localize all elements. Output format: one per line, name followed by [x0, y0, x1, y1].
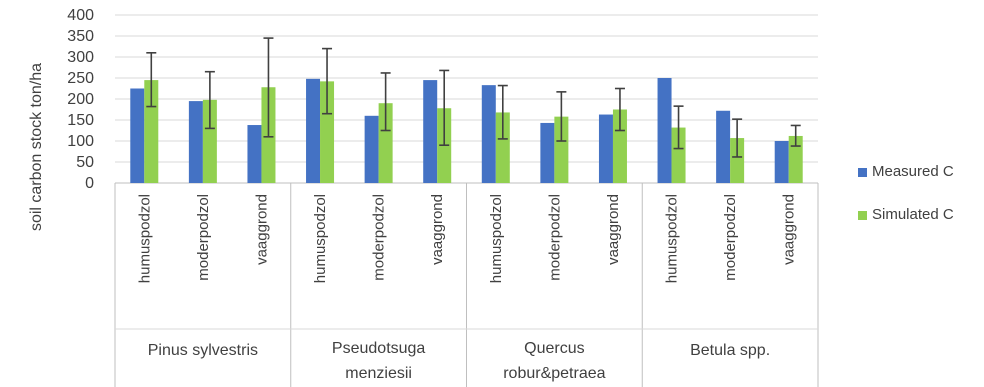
group-label: Pinus sylvestris [148, 342, 258, 359]
group-label: Quercus [524, 340, 584, 357]
bar-simulated [202, 99, 217, 183]
y-tick-label: 200 [67, 91, 94, 108]
bar-simulated [320, 81, 335, 183]
bar-measured [657, 78, 672, 183]
category-label: vaaggrond [781, 194, 798, 265]
group-label: robur&petraea [503, 365, 605, 382]
legend-swatch-simulated [858, 210, 867, 220]
y-axis-label: soil carbon stock ton/ha [28, 63, 45, 231]
y-tick-label: 400 [67, 7, 94, 24]
bar-simulated [671, 127, 686, 183]
bar-simulated [788, 135, 803, 183]
bar-simulated [495, 112, 510, 183]
bar-measured [130, 88, 145, 183]
category-label: vaaggrond [253, 194, 270, 265]
bar-measured [481, 85, 496, 183]
bar-measured [716, 110, 731, 183]
legend-simulated: Simulated C [858, 206, 954, 223]
category-label: moderpodzol [546, 194, 563, 281]
gridlines [115, 14, 818, 184]
bar-measured [540, 122, 555, 183]
category-label: vaaggrond [605, 194, 622, 265]
bar-measured [774, 141, 789, 183]
legend-swatch-measured [858, 167, 867, 177]
category-label: humuspodzol [312, 194, 329, 283]
category-axis: humuspodzol moderpodzol vaaggrond humuspodz… [114, 183, 819, 387]
category-label: humuspodzol [136, 194, 153, 283]
y-tick-labels: 0 50 100 150 200 250 300 350 400 [67, 7, 94, 192]
bar-measured [364, 115, 379, 183]
bar-simulated [730, 138, 745, 183]
category-label: moderpodzol [195, 194, 212, 281]
bar-simulated [554, 116, 569, 183]
y-tick-label: 250 [67, 70, 94, 87]
bar-simulated [378, 103, 393, 183]
group-label: Pseudotsuga [332, 340, 426, 357]
y-tick-label: 350 [67, 28, 94, 45]
bars [130, 78, 803, 183]
bar-simulated [612, 109, 627, 183]
bar-measured [306, 78, 321, 183]
y-tick-label: 50 [76, 154, 94, 171]
category-label: moderpodzol [722, 194, 739, 281]
y-tick-label: 150 [67, 112, 94, 129]
y-tick-label: 100 [67, 133, 94, 150]
category-label: humuspodzol [488, 194, 505, 283]
legend-measured: Measured C [858, 163, 954, 180]
y-tick-label: 0 [85, 175, 94, 192]
category-label: moderpodzol [371, 194, 388, 281]
bar-measured [598, 114, 613, 183]
bar-measured [188, 101, 203, 183]
category-label: vaaggrond [429, 194, 446, 265]
y-tick-label: 300 [67, 49, 94, 66]
error-bars [146, 37, 801, 158]
bar-measured [247, 125, 262, 183]
legend-label-simulated: Simulated C [872, 206, 954, 223]
group-label: menziesii [345, 365, 412, 382]
category-label: humuspodzol [664, 194, 681, 283]
bar-measured [423, 80, 438, 183]
group-label: Betula spp. [690, 342, 770, 359]
legend-label-measured: Measured C [872, 163, 954, 180]
